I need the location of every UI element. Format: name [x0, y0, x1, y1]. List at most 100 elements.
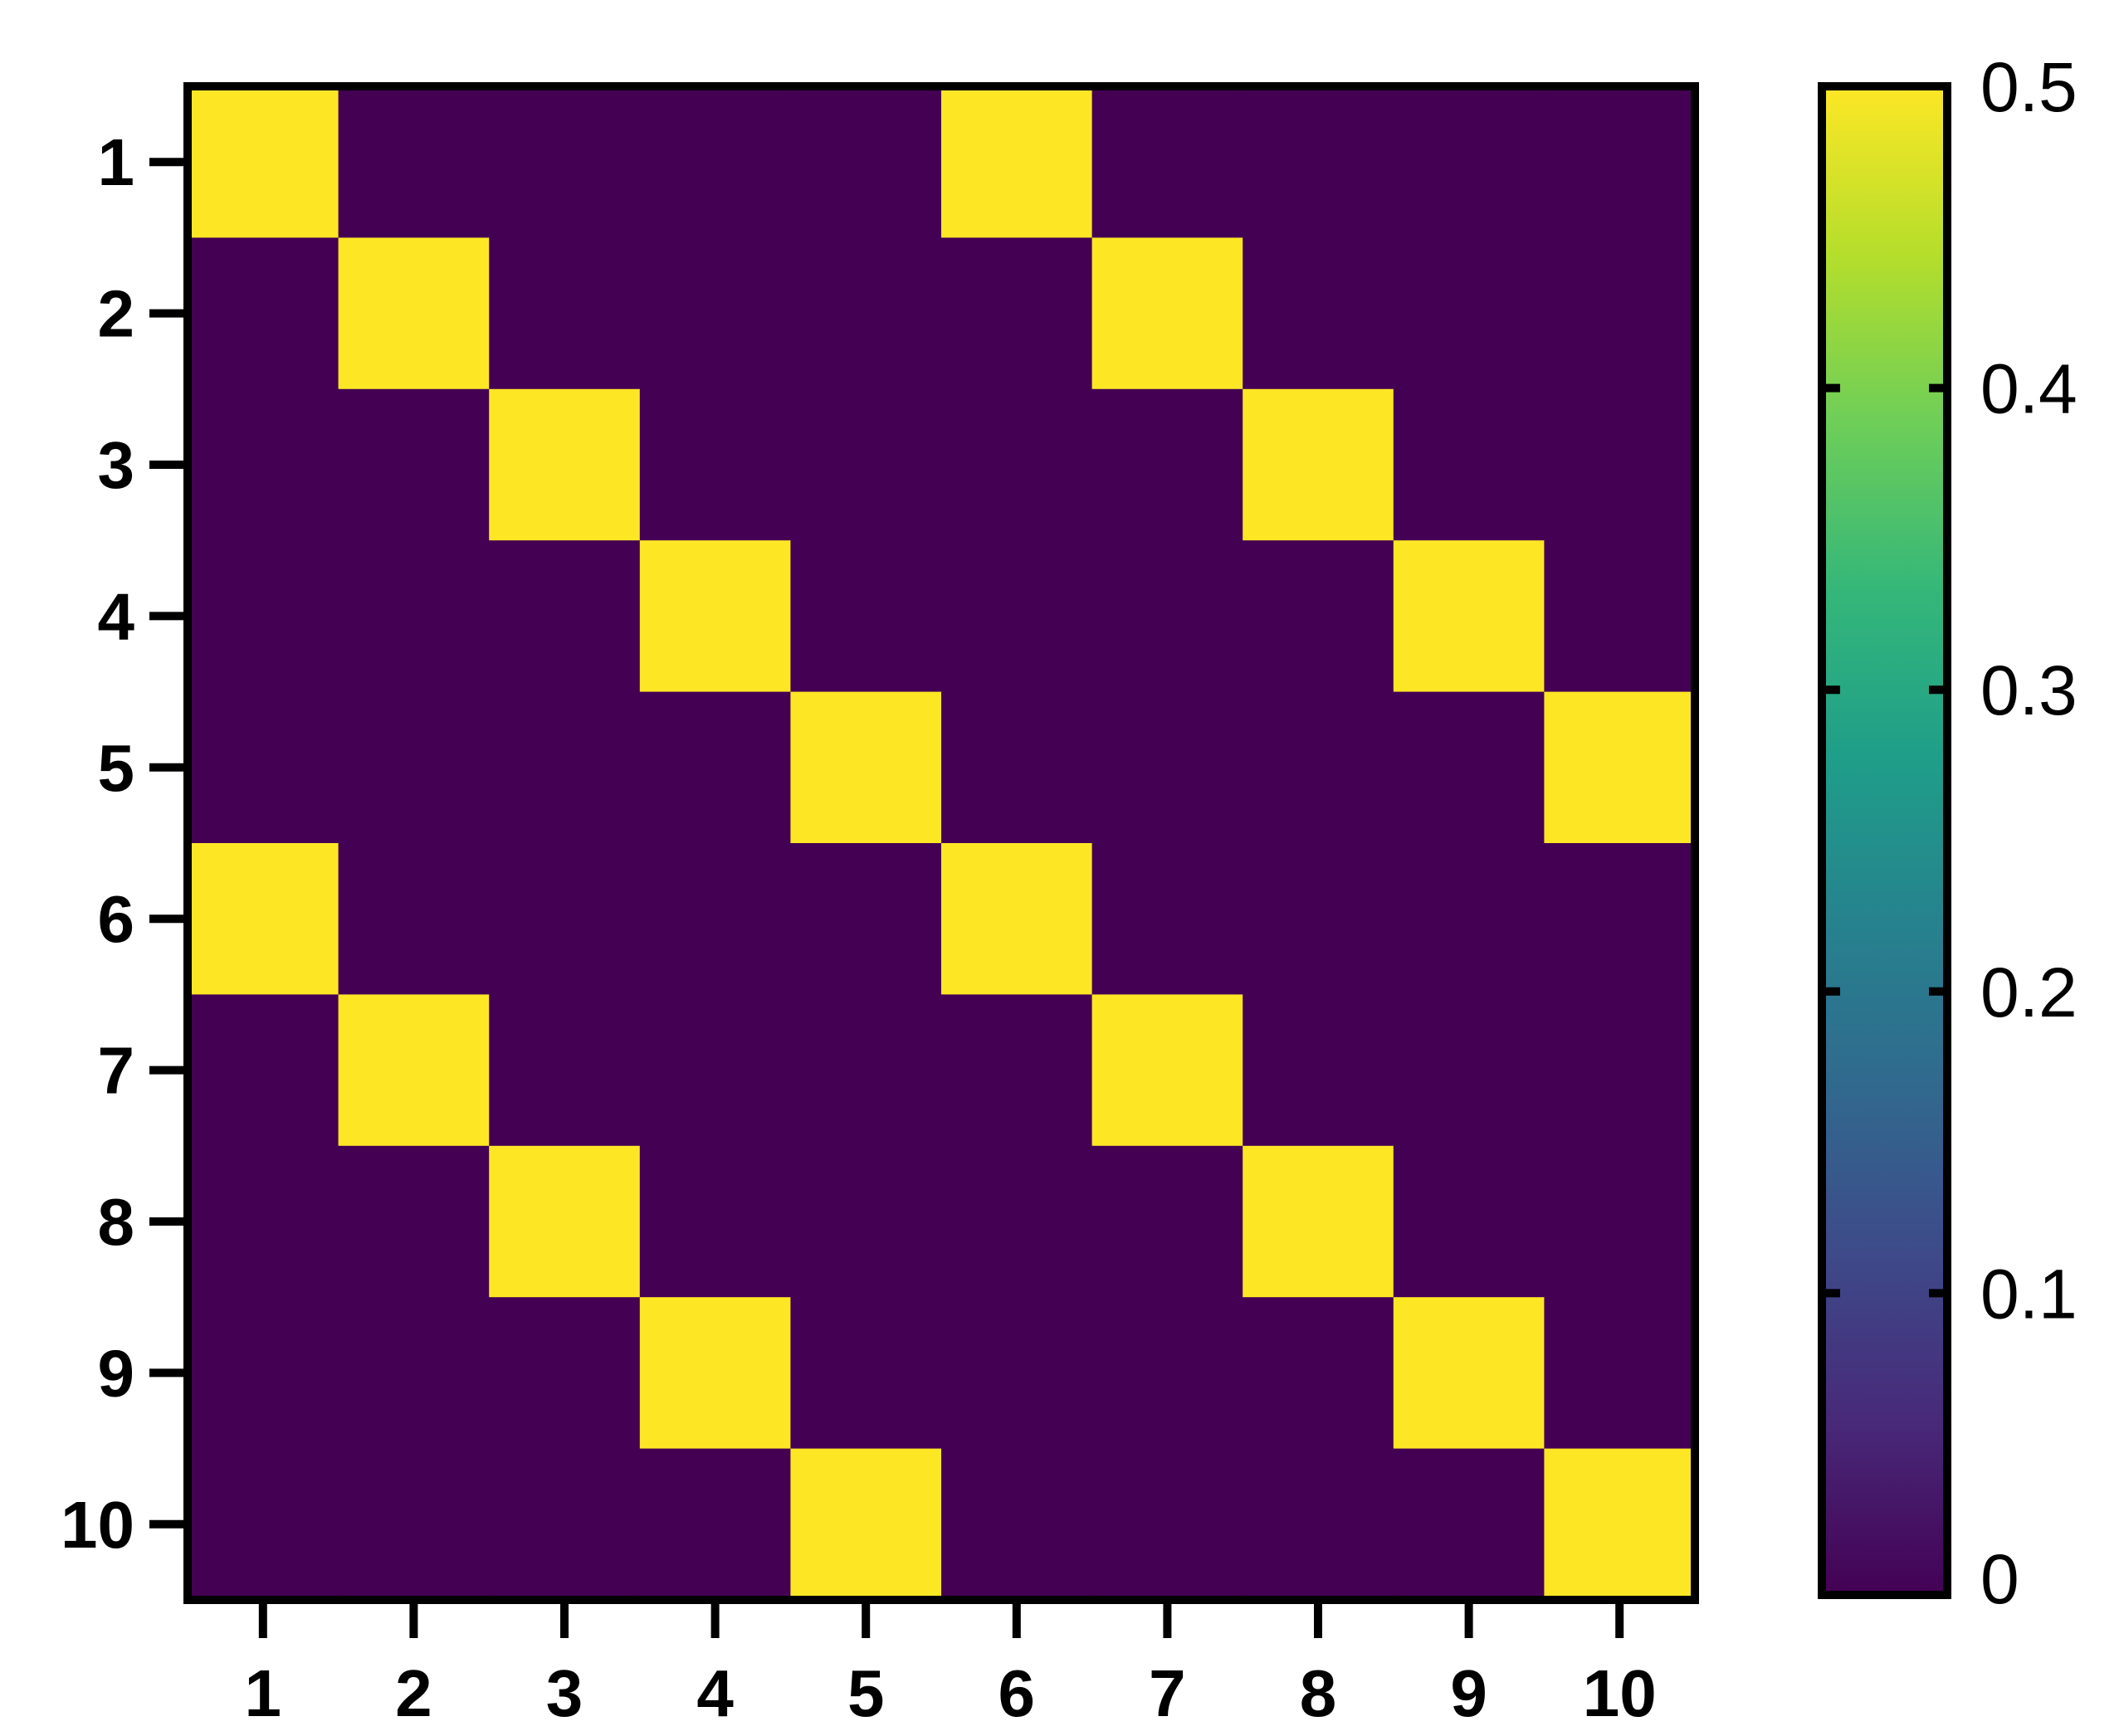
heatmap-cell: [1091, 388, 1243, 541]
heatmap-cell: [639, 1145, 791, 1298]
heatmap-cell: [338, 994, 490, 1147]
heatmap-cell: [1544, 237, 1696, 390]
y-tick-label: 7: [98, 1034, 135, 1108]
heatmap-cell: [1243, 1448, 1394, 1601]
heatmap-cell: [941, 843, 1093, 995]
heatmap-cell: [1243, 237, 1394, 390]
heatmap-cell: [1243, 388, 1394, 541]
heatmap-cell: [1393, 388, 1545, 541]
heatmap-cell: [338, 1448, 490, 1601]
y-tick-label: 2: [98, 277, 135, 351]
heatmap-cell: [639, 1448, 791, 1601]
heatmap-cell: [338, 1145, 490, 1298]
heatmap-cell: [188, 540, 339, 693]
colorbar-tick-label: 0.5: [1980, 48, 2078, 126]
heatmap-cell: [790, 1145, 942, 1298]
heatmap-cell: [790, 540, 942, 693]
heatmap-cell: [489, 994, 641, 1147]
heatmap-cell: [1544, 691, 1696, 844]
heatmap-cell: [941, 237, 1093, 390]
heatmap-cell: [188, 1145, 339, 1298]
y-tick-label: 10: [61, 1488, 134, 1562]
x-tick-label: 1: [245, 1656, 282, 1730]
heatmap-cell: [1393, 540, 1545, 693]
heatmap-cell: [489, 1448, 641, 1601]
heatmap-cell: [188, 1297, 339, 1450]
y-tick-label: 8: [98, 1185, 135, 1259]
heatmap-cell: [639, 843, 791, 995]
x-tick-label: 2: [395, 1656, 432, 1730]
heatmap-cell: [941, 1297, 1093, 1450]
x-tick-label: 9: [1450, 1656, 1487, 1730]
heatmap-cell: [188, 843, 339, 995]
heatmap-cell: [941, 1448, 1093, 1601]
x-tick-label: 10: [1583, 1656, 1657, 1730]
heatmap-cell: [1091, 86, 1243, 238]
colorbar: [1818, 82, 1951, 1599]
heatmap-cell: [639, 994, 791, 1147]
heatmap-cell: [790, 1448, 942, 1601]
y-tick-label: 5: [98, 731, 135, 805]
heatmap-cell: [338, 843, 490, 995]
heatmap-cell: [1091, 994, 1243, 1147]
heatmap-cell: [1091, 691, 1243, 844]
heatmap-cell: [790, 843, 942, 995]
heatmap-cell: [790, 691, 942, 844]
heatmap-cell: [188, 1448, 339, 1601]
heatmap-cell: [941, 86, 1093, 238]
heatmap-cell: [338, 86, 490, 238]
heatmap-cell: [188, 237, 339, 390]
heatmap-cell: [1393, 1448, 1545, 1601]
heatmap-cell: [790, 86, 942, 238]
heatmap-cell: [1243, 540, 1394, 693]
heatmap-cell: [338, 540, 490, 693]
x-tick-label: 5: [847, 1656, 885, 1730]
heatmap-cell: [188, 691, 339, 844]
heatmap-cell: [1393, 691, 1545, 844]
heatmap-cell: [1091, 1297, 1243, 1450]
heatmap-cell: [1243, 1145, 1394, 1298]
heatmap-cell: [1091, 237, 1243, 390]
y-tick-label: 3: [98, 428, 135, 502]
colorbar-tick-label: 0.1: [1980, 1255, 2078, 1333]
heatmap-cell: [790, 388, 942, 541]
colorbar-tick-label: 0.2: [1980, 953, 2078, 1031]
heatmap-cell: [489, 86, 641, 238]
heatmap-cell: [1393, 237, 1545, 390]
heatmap-cell: [639, 86, 791, 238]
colorbar-tick-label: 0.3: [1980, 651, 2078, 729]
heatmap-cell: [489, 691, 641, 844]
heatmap-cell: [1243, 994, 1394, 1147]
heatmap-cell: [1544, 1448, 1696, 1601]
heatmap-cell: [1091, 1448, 1243, 1601]
x-tick-label: 4: [696, 1656, 734, 1730]
x-tick-label: 8: [1300, 1656, 1337, 1730]
heatmap-cell: [338, 691, 490, 844]
heatmap-cell: [941, 1145, 1093, 1298]
heatmap-cell: [1243, 86, 1394, 238]
heatmap-cell: [1091, 843, 1243, 995]
heatmap-cell: [1544, 540, 1696, 693]
heatmap-cell: [1544, 994, 1696, 1147]
heatmap-cell: [639, 540, 791, 693]
heatmap-cell: [1544, 843, 1696, 995]
heatmap-cell: [790, 994, 942, 1147]
heatmap-cell: [639, 388, 791, 541]
heatmap-cell: [1544, 1145, 1696, 1298]
y-tick-label: 6: [98, 882, 135, 956]
heatmap-cell: [188, 86, 339, 238]
heatmap-cell: [1393, 843, 1545, 995]
heatmap-cell: [338, 1297, 490, 1450]
heatmap-cell: [639, 1297, 791, 1450]
heatmap-cell: [1091, 540, 1243, 693]
heatmap-cell: [489, 843, 641, 995]
heatmap-cell: [1544, 1297, 1696, 1450]
heatmap-cell: [639, 691, 791, 844]
x-tick-label: 6: [999, 1656, 1036, 1730]
heatmap-cell: [1243, 1297, 1394, 1450]
heatmap-cell: [188, 388, 339, 541]
x-tick-label: 3: [546, 1656, 583, 1730]
y-tick-label: 4: [98, 579, 135, 653]
heatmap-cell: [1243, 843, 1394, 995]
heatmap-cell: [941, 994, 1093, 1147]
